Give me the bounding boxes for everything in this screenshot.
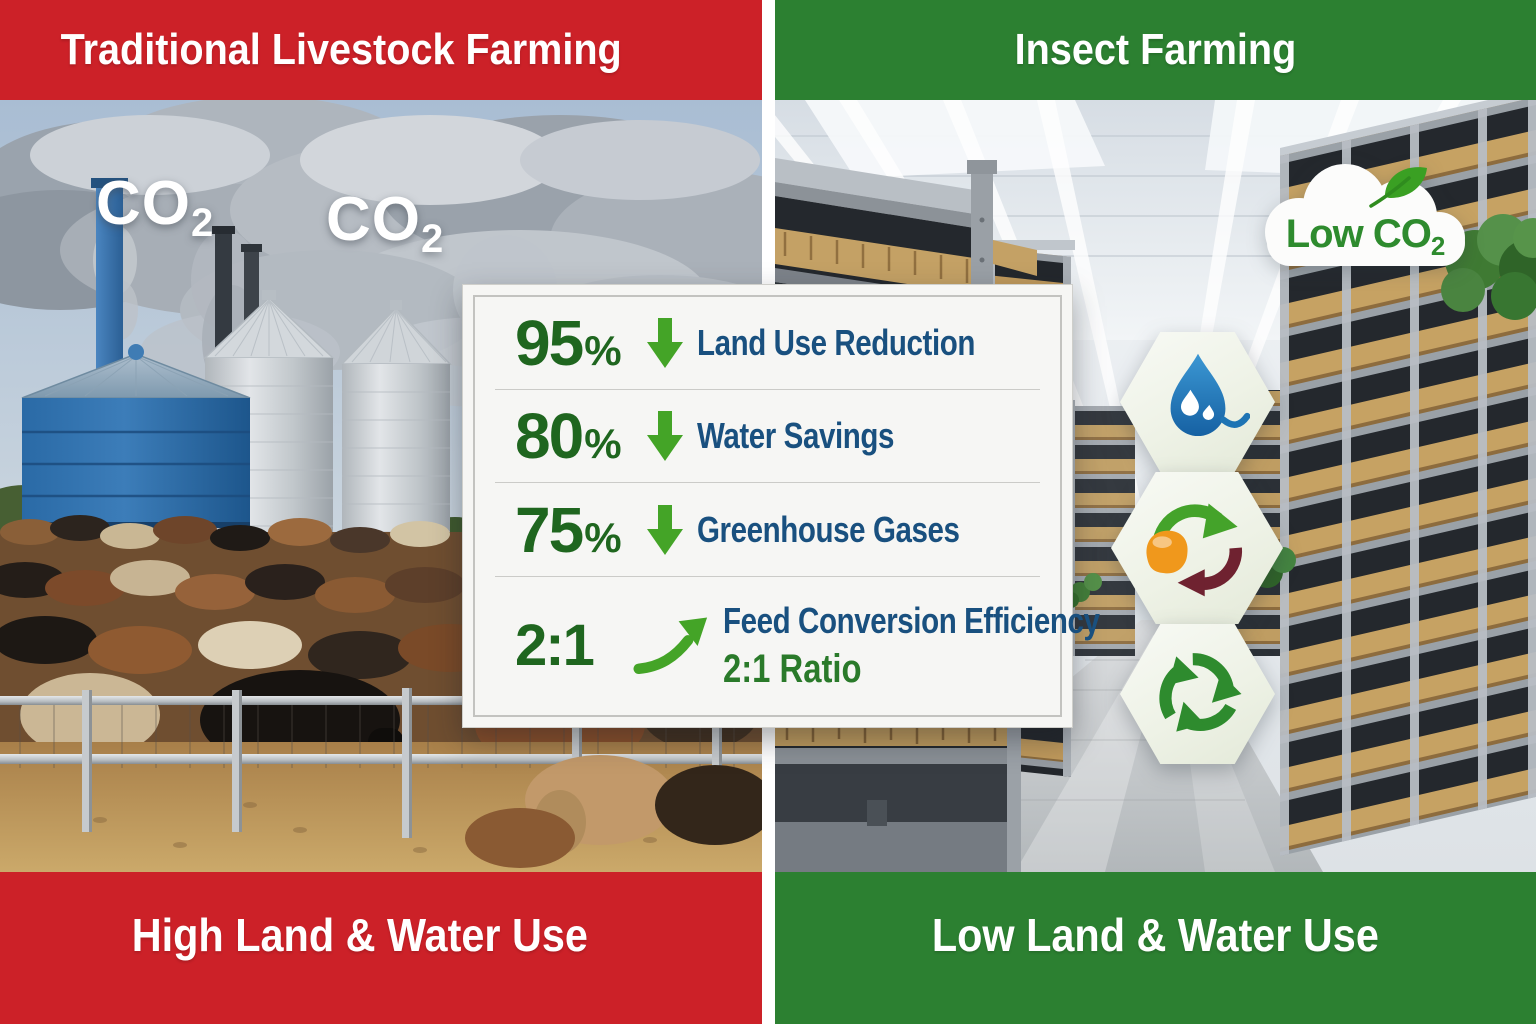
stats-card: 95% Land Use Reduction 80% Water Savings…	[462, 284, 1100, 728]
food-recycling-badge	[1111, 472, 1283, 624]
stats-card-inner: 95% Land Use Reduction 80% Water Savings…	[473, 295, 1100, 717]
left-footer-text: High Land & Water Use	[131, 909, 588, 961]
right-footer-banner: Low Land & Water Use	[775, 872, 1536, 1024]
leaf-icon	[1369, 167, 1427, 208]
stat-label: Greenhouse Gases	[697, 508, 960, 550]
down-arrow-icon	[647, 318, 683, 369]
stat-sublabel: 2:1 Ratio	[723, 646, 862, 691]
foreground-cattle	[465, 755, 762, 868]
co2-smoke-label: CO2	[96, 169, 215, 245]
water-drop-badge	[1120, 332, 1275, 472]
left-header-title: Traditional Livestock Farming	[60, 25, 622, 74]
ground-speckles	[93, 802, 657, 853]
stat-row-feed-conversion: 2:1 Feed Conversion Efficiency 2:1 Ratio	[475, 577, 1100, 715]
stat-label-block: Feed Conversion Efficiency 2:1 Ratio	[723, 600, 1182, 691]
stat-value: 75%	[515, 493, 622, 566]
right-footer-text: Low Land & Water Use	[931, 909, 1380, 961]
down-arrow-icon	[647, 411, 683, 462]
row-divider	[495, 482, 1040, 484]
left-header-banner: Traditional Livestock Farming	[0, 0, 762, 100]
cloud-shape	[1265, 164, 1465, 266]
up-arrow-icon	[633, 617, 709, 675]
stat-label: Land Use Reduction	[697, 322, 976, 364]
blue-tank	[21, 344, 251, 528]
row-divider	[495, 575, 1040, 577]
stat-row-water: 80% Water Savings	[475, 390, 1060, 482]
recycling-badge	[1120, 624, 1275, 764]
right-header-title: Insect Farming	[1014, 25, 1297, 74]
row-divider	[495, 389, 1040, 391]
down-arrow-icon	[647, 504, 683, 555]
stat-value: 95%	[515, 307, 622, 380]
water-drop-icon	[1170, 353, 1250, 437]
stat-row-land-use: 95% Land Use Reduction	[475, 297, 1060, 389]
stat-row-greenhouse: 75% Greenhouse Gases	[475, 483, 1060, 575]
stat-value: 2:1	[515, 613, 595, 679]
stat-label: Feed Conversion Efficiency	[723, 600, 1100, 642]
stat-value: 80%	[515, 400, 622, 473]
low-co2-cloud-badge: Low CO2	[1243, 156, 1487, 280]
co2-smoke-label: CO2	[326, 185, 445, 261]
low-co2-text: Low CO2	[1285, 212, 1446, 261]
rack-top-rail	[987, 240, 1075, 250]
right-header-banner: Insect Farming	[775, 0, 1536, 100]
food-recycling-icon	[1146, 503, 1243, 597]
stat-label: Water Savings	[697, 415, 895, 457]
left-footer-banner: High Land & Water Use	[0, 872, 762, 1024]
